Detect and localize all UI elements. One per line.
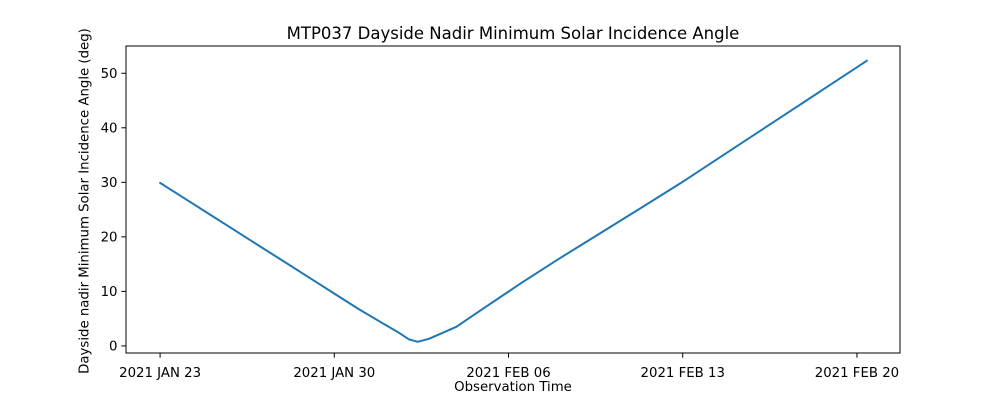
axes-frame	[125, 45, 901, 354]
y-axis-label: Dayside nadir Minimum Solar Incidence An…	[77, 28, 93, 374]
y-tick-label: 10	[101, 285, 118, 300]
x-tick-label: 2021 FEB 20	[815, 366, 899, 381]
y-tick-label: 50	[101, 67, 118, 82]
x-tick-label: 2021 FEB 13	[641, 366, 725, 381]
data-line	[159, 59, 868, 343]
y-tick-label: 0	[109, 340, 117, 355]
x-tick-label: 2021 JAN 23	[119, 366, 201, 381]
y-tick-label: 30	[101, 176, 118, 191]
y-tick-label: 20	[101, 231, 118, 246]
x-tick-label: 2021 JAN 30	[293, 366, 375, 381]
x-tick-label: 2021 FEB 06	[466, 366, 550, 381]
x-axis-label: Observation Time	[454, 380, 572, 395]
chart-title: MTP037 Dayside Nadir Minimum Solar Incid…	[286, 24, 740, 43]
y-tick-label: 40	[101, 122, 118, 137]
